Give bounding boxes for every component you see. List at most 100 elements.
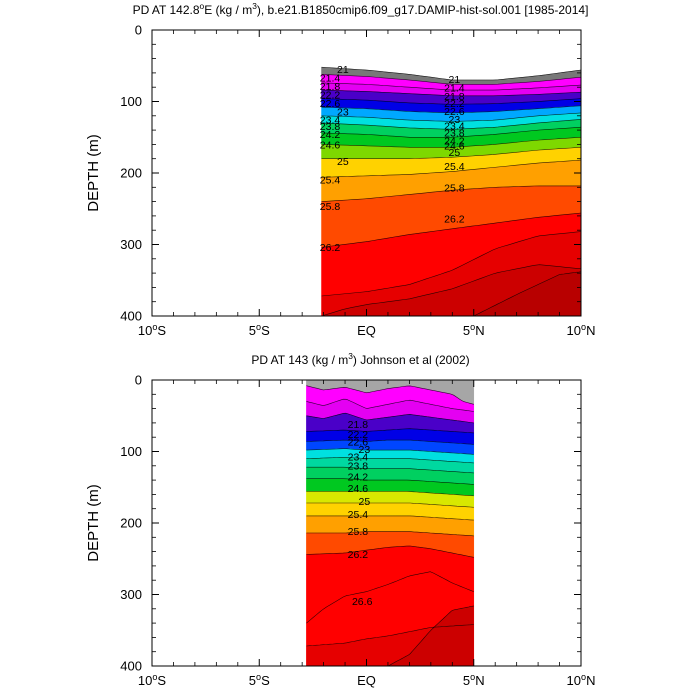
isopycnal-line bbox=[321, 264, 581, 316]
x-tick-label: EQ bbox=[357, 323, 376, 338]
x-tick-label: 5oS bbox=[249, 322, 270, 338]
isopycnal-line bbox=[387, 605, 474, 666]
isopycnal-line bbox=[306, 428, 474, 434]
y-tick-label: 200 bbox=[120, 166, 142, 181]
y-tick-label: 400 bbox=[120, 309, 142, 324]
contour-label: 23.4 bbox=[444, 120, 465, 132]
contour-label: 22.2 bbox=[444, 98, 465, 110]
contour-label: 23 bbox=[359, 444, 371, 456]
chart-title: PD AT 142.8oE (kg / m3), b.e21.B1850cmip… bbox=[133, 1, 589, 17]
isopycnal-line bbox=[306, 571, 474, 624]
isopycnal-line bbox=[306, 466, 474, 474]
contour-fill: 212121.421.421.821.822.222.222.622.62323… bbox=[320, 64, 581, 316]
contour-label: 25.8 bbox=[348, 526, 369, 538]
isopycnal-line bbox=[306, 545, 474, 558]
isopycnal-line bbox=[321, 231, 581, 297]
isopycnal-line bbox=[321, 98, 581, 105]
contour-label: 25 bbox=[337, 156, 349, 168]
contour-label: 21.8 bbox=[348, 419, 369, 431]
isopycnal-line bbox=[306, 515, 474, 521]
isopycnal-line bbox=[306, 478, 474, 485]
x-tick-label: 5oS bbox=[249, 672, 270, 688]
isopycnal-line bbox=[306, 491, 474, 497]
isopycnal-line bbox=[321, 82, 581, 91]
contour-label: 24.6 bbox=[320, 140, 341, 152]
isopycnal-line bbox=[306, 439, 474, 445]
contour-label: 24.2 bbox=[348, 472, 369, 484]
contour-label: 25 bbox=[359, 496, 371, 508]
isopycnal-line bbox=[306, 624, 474, 647]
contour-label: 21.4 bbox=[320, 72, 341, 84]
contour-label: 23 bbox=[449, 114, 461, 126]
isopycnal-line bbox=[306, 413, 474, 424]
contour-label: 25.4 bbox=[320, 175, 341, 187]
y-axis-label: DEPTH (m) bbox=[85, 484, 102, 562]
contour-label: 22.2 bbox=[320, 90, 341, 102]
contour-label: 24.2 bbox=[444, 135, 465, 147]
y-axis-label: DEPTH (m) bbox=[85, 134, 102, 212]
contour-label: 25.4 bbox=[348, 509, 369, 521]
contour-label: 26.2 bbox=[444, 213, 465, 225]
isopycnal-line bbox=[306, 448, 474, 455]
contour-label: 23.4 bbox=[320, 115, 341, 127]
contour-label: 22.6 bbox=[348, 437, 369, 449]
isopycnal-line bbox=[321, 112, 581, 122]
isopycnal-line bbox=[473, 271, 581, 316]
chart-title: PD AT 143 (kg / m3) Johnson et al (2002) bbox=[251, 351, 469, 367]
deep-density-band bbox=[473, 271, 581, 316]
isopycnal-line bbox=[306, 531, 474, 537]
isopycnal-line bbox=[321, 185, 581, 202]
x-tick-label: 5oN bbox=[463, 672, 485, 688]
contour-label: 21.8 bbox=[444, 91, 465, 103]
contour-label: 23.8 bbox=[444, 128, 465, 140]
isopycnal-line bbox=[306, 398, 474, 412]
panel-top: 212121.421.421.821.822.222.222.622.62323… bbox=[85, 1, 595, 338]
isopycnal-line bbox=[321, 137, 581, 148]
x-tick-label: EQ bbox=[357, 673, 376, 688]
y-tick-label: 400 bbox=[120, 659, 142, 674]
y-tick-label: 300 bbox=[120, 237, 142, 252]
isopycnal-line bbox=[306, 457, 474, 464]
x-tick-label: 10oS bbox=[138, 672, 167, 688]
isopycnal-line bbox=[321, 212, 581, 248]
isopycnal-line bbox=[321, 105, 581, 114]
isopycnal-line bbox=[321, 74, 581, 85]
y-tick-label: 100 bbox=[120, 444, 142, 459]
y-tick-label: 200 bbox=[120, 516, 142, 531]
deep-density-band bbox=[388, 605, 474, 666]
contour-label: 21 bbox=[337, 64, 349, 76]
y-tick-label: 0 bbox=[135, 373, 142, 388]
x-tick-label: 5oN bbox=[463, 322, 485, 338]
contour-label: 26.2 bbox=[320, 242, 341, 254]
contour-label: 24.2 bbox=[320, 129, 341, 141]
contour-label: 23.4 bbox=[348, 452, 369, 464]
contour-label: 22.6 bbox=[444, 106, 465, 118]
isopycnal-line bbox=[321, 119, 581, 130]
contour-label: 23 bbox=[337, 107, 349, 119]
contour-label: 23.8 bbox=[320, 121, 341, 133]
contour-label: 21.4 bbox=[444, 82, 465, 94]
y-tick-label: 0 bbox=[135, 23, 142, 38]
x-tick-label: 10oN bbox=[567, 672, 596, 688]
contour-label: 26.2 bbox=[348, 549, 369, 561]
x-tick-label: 10oS bbox=[138, 322, 167, 338]
isopycnal-line bbox=[321, 147, 581, 159]
contour-label: 21.8 bbox=[320, 81, 341, 93]
contour-label: 25.4 bbox=[444, 161, 465, 173]
x-tick-label: 10oN bbox=[567, 322, 596, 338]
isopycnal-line bbox=[306, 385, 474, 405]
contour-label: 25.8 bbox=[444, 183, 465, 195]
y-tick-label: 300 bbox=[120, 587, 142, 602]
contour-label: 22.2 bbox=[348, 429, 369, 441]
isopycnal-line bbox=[321, 89, 581, 97]
contour-label: 22.6 bbox=[320, 98, 341, 110]
contour-label: 23.8 bbox=[348, 460, 369, 472]
contour-label: 25.8 bbox=[320, 201, 341, 213]
contour-label: 26.6 bbox=[352, 596, 373, 608]
contour-label: 24.6 bbox=[444, 140, 465, 152]
isopycnal-line bbox=[321, 159, 581, 178]
y-tick-label: 100 bbox=[120, 94, 142, 109]
